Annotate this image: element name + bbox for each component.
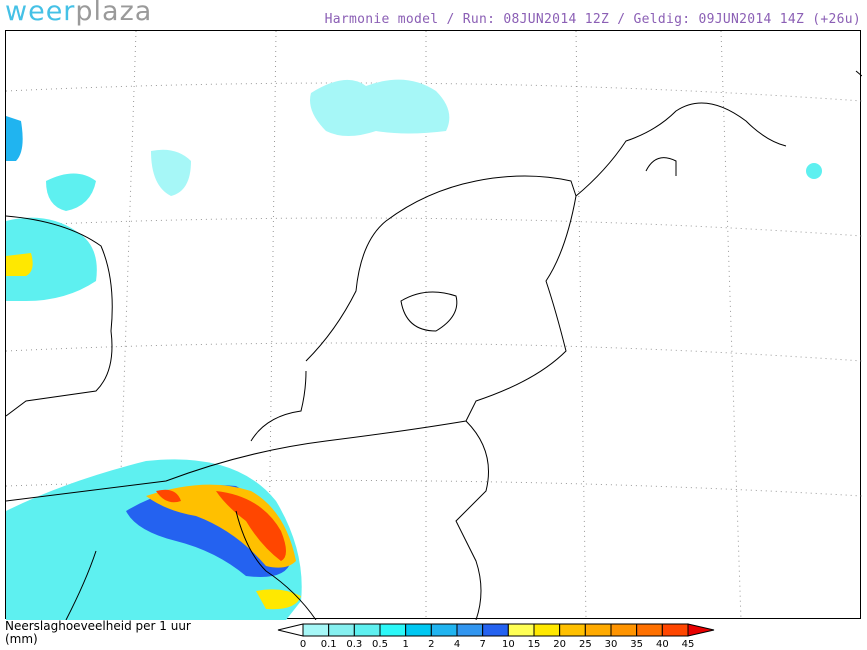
legend-color-box bbox=[302, 623, 330, 637]
legend-tick-label: 0.1 bbox=[321, 639, 337, 650]
legend-tick-label: 35 bbox=[630, 639, 643, 650]
legend-color-box bbox=[430, 623, 458, 637]
color-scale-legend: 0 0.1 0.3 0.5 1 2 4 7 10 15 20 25 30 35 40 45 bbox=[277, 623, 715, 650]
weerplaza-logo: weerplaza bbox=[5, 0, 153, 27]
map-canvas bbox=[5, 30, 863, 621]
legend-color-box bbox=[559, 623, 586, 637]
legend-tick-label: 40 bbox=[656, 639, 669, 650]
legend-color-box bbox=[353, 623, 381, 637]
precipitation-areas bbox=[6, 79, 822, 620]
legend-tick-label: 0.3 bbox=[346, 639, 362, 650]
legend-color-box bbox=[584, 623, 612, 637]
legend-tick-label: 4 bbox=[454, 639, 460, 650]
legend-tick-label: 25 bbox=[579, 639, 592, 650]
legend-color-box bbox=[610, 623, 638, 637]
precipitation-map bbox=[5, 30, 863, 621]
coastlines-borders bbox=[5, 70, 863, 621]
legend-color-box bbox=[328, 623, 355, 637]
legend-tick-label: 30 bbox=[605, 639, 618, 650]
legend-label: Neerslaghoeveelheid per 1 uur (mm) bbox=[5, 619, 191, 646]
legend-tick-label: 15 bbox=[528, 639, 541, 650]
legend-tick-label: 10 bbox=[502, 639, 515, 650]
legend-tick-label: 45 bbox=[682, 639, 695, 650]
legend-color-box bbox=[456, 623, 484, 637]
legend-high-arrow bbox=[687, 623, 715, 637]
legend-tick-label: 20 bbox=[553, 639, 566, 650]
legend-tick-label: 2 bbox=[428, 639, 434, 650]
legend-tick-label: 0.5 bbox=[372, 639, 388, 650]
legend-tick-label: 0 bbox=[300, 639, 306, 650]
map-title: Harmonie model / Run: 08JUN2014 12Z / Ge… bbox=[324, 12, 861, 27]
legend-color-box bbox=[379, 623, 407, 637]
legend-color-box bbox=[405, 623, 432, 637]
legend-tick-label: 1 bbox=[402, 639, 408, 650]
legend-low-arrow bbox=[277, 623, 304, 637]
legend-color-box bbox=[661, 623, 689, 637]
legend-color-box bbox=[507, 623, 535, 637]
legend-tick-label: 7 bbox=[479, 639, 485, 650]
legend-color-box bbox=[482, 623, 509, 637]
legend-color-box bbox=[533, 623, 561, 637]
legend-color-box bbox=[636, 623, 663, 637]
